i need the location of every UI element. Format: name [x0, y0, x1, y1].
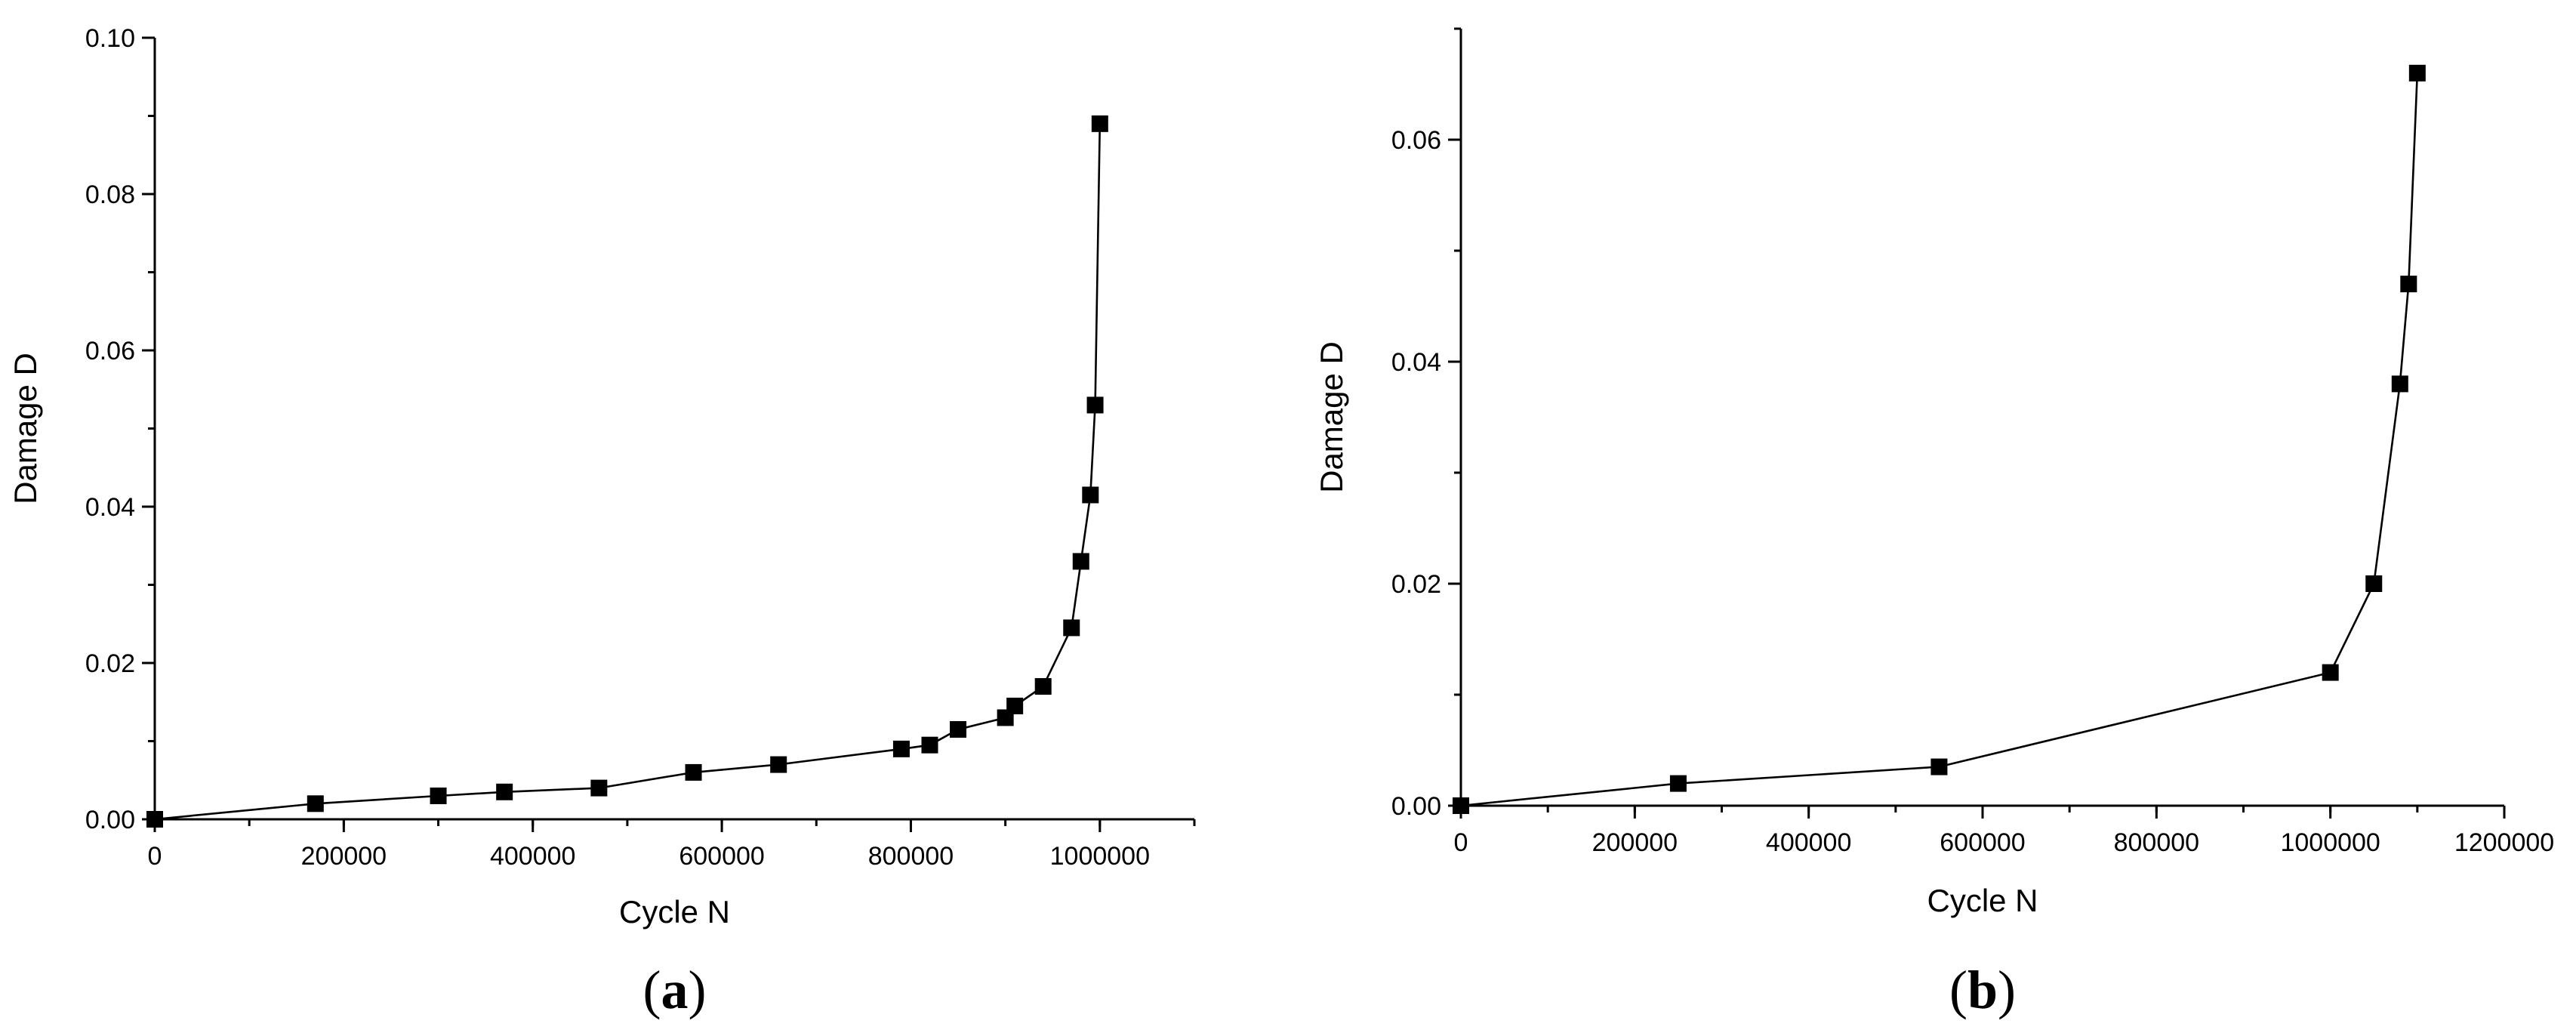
data-point-marker	[1082, 486, 1099, 504]
data-point-marker	[1072, 553, 1089, 570]
y-tick-label: 0.06	[1391, 126, 1441, 155]
x-tick-label: 0	[1454, 828, 1468, 857]
data-point-marker	[770, 756, 787, 773]
data-point-marker	[307, 795, 324, 812]
data-point-marker	[1669, 775, 1687, 792]
panel-label: (a)	[643, 960, 707, 1020]
x-tick-label: 800000	[868, 842, 954, 871]
data-point-marker	[146, 811, 163, 828]
data-point-marker	[1006, 697, 1024, 714]
y-tick-label: 0.02	[1391, 570, 1441, 599]
x-tick-label: 200000	[1592, 828, 1678, 857]
x-tick-label: 0	[148, 842, 162, 871]
data-point-marker	[1091, 115, 1108, 132]
y-tick-label: 0.04	[1391, 348, 1441, 377]
data-point-marker	[921, 736, 938, 754]
data-point-marker	[1086, 396, 1104, 414]
x-tick-label: 200000	[301, 842, 387, 871]
y-tick-label: 0.00	[1391, 792, 1441, 821]
x-tick-label: 800000	[2114, 828, 2199, 857]
series-line	[1460, 72, 2419, 807]
data-point-marker	[1034, 678, 1052, 695]
data-point-marker	[950, 720, 967, 738]
y-tick-label: 0.06	[85, 337, 135, 365]
x-tick-label: 1200000	[2454, 828, 2554, 857]
data-point-marker	[2322, 664, 2339, 681]
x-tick-label: 600000	[1940, 828, 2025, 857]
data-point-marker	[430, 787, 447, 804]
data-point-marker	[1063, 619, 1080, 637]
x-tick-label: 400000	[490, 842, 575, 871]
data-point-marker	[496, 783, 513, 800]
y-axis-title: Damage D	[1314, 341, 1349, 493]
data-point-marker	[2365, 575, 2383, 592]
panel-label-letter: a	[661, 960, 689, 1020]
chart-panel-a: 0 200000 400000 600000 800000 1000000 0.00 0.02…	[8, 24, 1196, 1020]
data-point-marker	[2408, 64, 2426, 82]
y-tick-label: 0.08	[85, 180, 135, 209]
x-tick-label: 1000000	[2280, 828, 2380, 857]
chart-panel-b: 0 200000 400000 600000 800000 1000000 1200000 0…	[1314, 27, 2554, 1020]
y-tick-label: 0.02	[85, 649, 135, 678]
panel-label-letter: b	[1967, 960, 1998, 1020]
series-line	[154, 123, 1102, 821]
y-tick-label: 0.00	[85, 806, 135, 834]
data-point-marker	[1930, 758, 1948, 775]
y-tick-label: 0.04	[85, 493, 135, 522]
data-point-marker	[892, 740, 910, 757]
x-tick-label: 1000000	[1050, 842, 1150, 871]
y-tick-label: 0.10	[85, 24, 135, 53]
x-tick-label: 600000	[679, 842, 764, 871]
x-axis-title: Cycle N	[1927, 883, 2038, 918]
y-axis-title: Damage D	[8, 353, 43, 504]
x-tick-label: 400000	[1766, 828, 1851, 857]
data-point-marker	[2391, 375, 2408, 393]
x-axis-title: Cycle N	[619, 894, 730, 930]
data-point-marker	[2400, 276, 2417, 293]
data-point-marker	[685, 763, 702, 781]
data-point-marker	[1453, 797, 1469, 814]
data-point-marker	[590, 779, 608, 797]
panel-label: (b)	[1949, 960, 2016, 1020]
